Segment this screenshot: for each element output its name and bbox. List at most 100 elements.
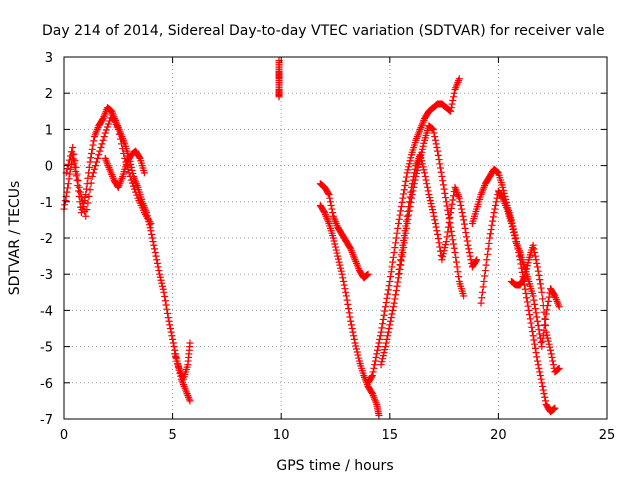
y-tick-label: -4 — [40, 304, 53, 319]
data-point — [549, 357, 557, 365]
data-point — [533, 263, 541, 271]
data-point — [551, 404, 559, 412]
data-point — [405, 198, 413, 206]
data-point — [158, 279, 166, 287]
data-point — [406, 157, 414, 165]
data-point — [330, 237, 338, 245]
data-point — [67, 165, 75, 173]
data-point — [435, 239, 443, 247]
x-tick-label: 5 — [168, 428, 176, 443]
data-point — [440, 185, 448, 193]
data-point — [363, 271, 371, 279]
data-point — [375, 339, 383, 347]
data-point — [537, 338, 545, 346]
data-point — [105, 120, 113, 128]
data-point — [410, 172, 418, 180]
data-point — [545, 340, 553, 348]
data-point — [384, 286, 392, 294]
data-point — [382, 339, 390, 347]
data-point — [445, 218, 453, 226]
data-point — [345, 305, 353, 313]
data-point — [93, 158, 101, 166]
data-point — [400, 236, 408, 244]
data-point — [400, 190, 408, 198]
data-point — [387, 314, 395, 322]
data-point — [393, 229, 401, 237]
data-point — [428, 203, 436, 211]
data-point — [379, 315, 387, 323]
data-point — [342, 288, 350, 296]
data-point — [397, 203, 405, 211]
data-point — [534, 321, 542, 329]
data-point — [532, 309, 540, 317]
data-point — [389, 303, 397, 311]
data-point — [405, 163, 413, 171]
data-point — [541, 393, 549, 401]
data-point — [535, 364, 543, 372]
data-point — [462, 229, 470, 237]
data-point — [169, 335, 177, 343]
y-tick-label: -5 — [40, 341, 53, 356]
data-point — [77, 209, 85, 217]
data-point — [127, 176, 135, 184]
data-point — [447, 227, 455, 235]
data-point — [533, 259, 541, 267]
data-point — [429, 206, 437, 214]
data-point — [408, 180, 416, 188]
data-point — [405, 160, 413, 168]
data-point — [381, 307, 389, 315]
data-point — [388, 263, 396, 271]
y-tick-label: -6 — [40, 377, 53, 392]
data-point — [540, 390, 548, 398]
data-point — [401, 182, 409, 190]
data-point — [492, 201, 500, 209]
data-point — [389, 258, 397, 266]
data-point — [457, 205, 465, 213]
data-point — [99, 136, 107, 144]
data-point — [369, 368, 377, 376]
data-point — [368, 388, 376, 396]
data-point — [473, 256, 481, 264]
data-point — [425, 191, 433, 199]
data-point — [91, 162, 99, 170]
data-point — [379, 320, 387, 328]
data-point — [481, 272, 489, 280]
x-tick-label: 10 — [273, 428, 290, 443]
data-point — [432, 223, 440, 231]
data-point — [431, 136, 439, 144]
data-point — [527, 319, 535, 327]
data-point — [444, 223, 452, 231]
data-point — [376, 332, 384, 340]
data-point — [83, 206, 91, 214]
series-track-j — [394, 151, 481, 278]
data-point — [368, 373, 376, 381]
data-point — [486, 234, 494, 242]
data-point — [324, 189, 332, 197]
x-tick-label: 25 — [599, 428, 616, 443]
data-point — [538, 288, 546, 296]
data-point — [410, 169, 418, 177]
data-point — [88, 172, 96, 180]
data-point — [164, 314, 172, 322]
data-point — [399, 241, 407, 249]
data-point — [418, 157, 426, 165]
data-point — [420, 166, 428, 174]
data-point — [402, 222, 410, 230]
data-point — [147, 227, 155, 235]
y-tick-label: -3 — [40, 268, 53, 283]
data-point — [490, 209, 498, 217]
data-point — [541, 315, 549, 323]
y-tick-label: -2 — [40, 232, 53, 247]
data-point — [389, 306, 397, 314]
data-point — [149, 238, 157, 246]
data-point — [461, 224, 469, 232]
data-point — [65, 156, 73, 164]
data-point — [89, 169, 97, 177]
data-point — [393, 282, 401, 290]
data-point — [479, 283, 487, 291]
data-point — [170, 343, 178, 351]
data-point — [481, 267, 489, 275]
data-point — [439, 250, 447, 258]
data-point — [333, 249, 341, 257]
data-point — [450, 93, 458, 101]
